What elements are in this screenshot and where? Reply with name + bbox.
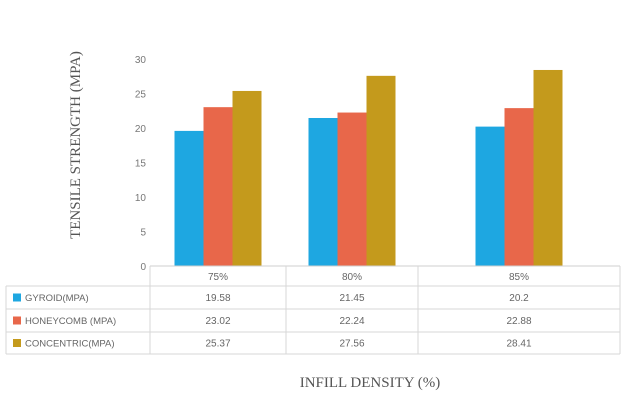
y-tick-label: 10: [135, 193, 147, 204]
x-axis-label: INFILL DENSITY (%): [300, 375, 441, 391]
data-label: 22.88: [506, 316, 531, 327]
legend-label: CONCENTRIC(MPA): [25, 339, 115, 350]
y-tick-label: 15: [135, 159, 147, 170]
y-tick-label: 30: [135, 55, 147, 66]
category-label: 80%: [342, 272, 362, 283]
bar: [366, 75, 396, 266]
bar: [308, 117, 338, 267]
legend-swatch: [13, 293, 21, 302]
data-label: 19.58: [205, 293, 230, 304]
data-label: 20.2: [509, 293, 529, 304]
category-label: 75%: [208, 272, 228, 283]
data-label: 25.37: [205, 339, 230, 350]
y-tick-label: 0: [140, 262, 146, 273]
y-tick-label: 5: [140, 228, 146, 239]
data-label: 23.02: [205, 316, 230, 327]
y-axis-ticks: 0 5 10 15 20 25 30: [135, 55, 147, 273]
y-tick-label: 25: [135, 90, 147, 101]
bar: [337, 112, 367, 266]
data-label: 27.56: [339, 339, 364, 350]
data-label: 21.45: [339, 293, 364, 304]
bar: [174, 130, 204, 266]
category-label: 85%: [509, 272, 529, 283]
bar: [533, 69, 563, 266]
data-label: 28.41: [506, 339, 531, 350]
legend-label: GYROID(MPA): [25, 293, 89, 304]
bar: [504, 108, 534, 267]
data-table: 75% 80% 85% GYROID(MPA) 19.58 21.45 20.2 HONEYC…: [5, 265, 621, 355]
y-axis-label: TENSILE STRENGTH (MPA): [68, 51, 84, 239]
legend-label: HONEYCOMB (MPA): [25, 316, 116, 327]
y-tick-label: 20: [135, 124, 147, 135]
legend-swatch: [13, 339, 21, 347]
bar: [203, 107, 233, 266]
bar: [232, 90, 262, 267]
data-label: 22.24: [339, 316, 364, 327]
bars: [174, 69, 563, 267]
legend-swatch: [13, 316, 21, 325]
bar: [475, 126, 505, 267]
